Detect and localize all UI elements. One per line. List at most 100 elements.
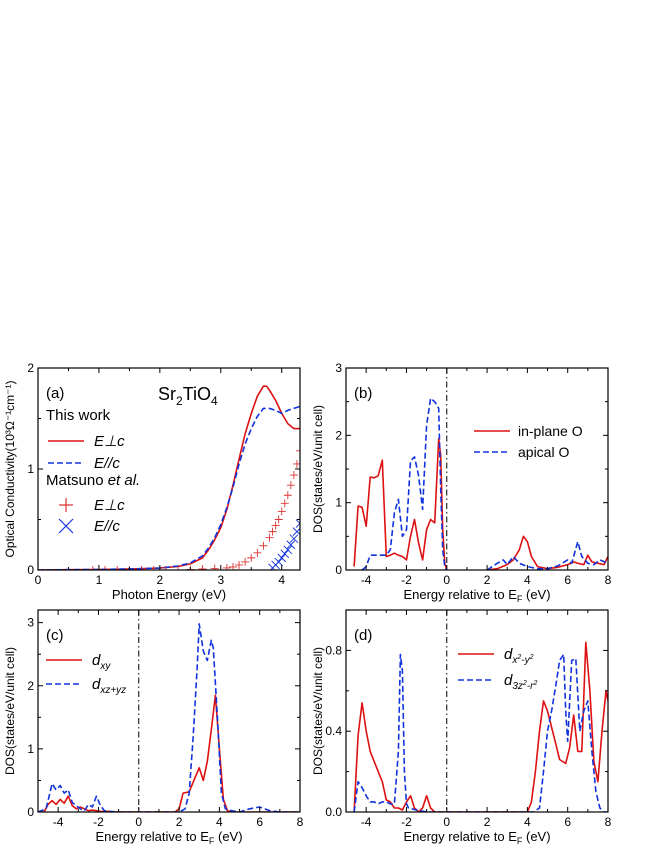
legend-group-this-work: This work — [46, 407, 111, 424]
plot-frame — [37, 609, 301, 813]
y-axis-label: DOS(states/eV/unit cell) — [3, 647, 17, 775]
legend-label-par: E//c — [94, 455, 120, 472]
series-2-point — [289, 471, 298, 480]
x-axis-label-subscript: F — [209, 836, 215, 846]
panel-c-t2g-dos: -4 -2 0 2 4 6 8 0 1 2 3 Energy relative to EF (eV) D… — [3, 609, 304, 846]
y-tick-label: 0 — [27, 563, 34, 577]
legend-group-matsuno: Matsuno et al. — [46, 472, 140, 489]
x-tick-label: -2 — [401, 815, 412, 829]
legend-sub: 3z — [512, 681, 523, 692]
compound-label: Sr2TiO4 — [158, 384, 218, 408]
x-axis-label: Photon Energy (eV) — [112, 587, 226, 602]
x-axis-label: Energy relative to EF (eV) — [95, 829, 242, 846]
y-axis-label: DOS(states/eV/unit cell) — [311, 647, 325, 775]
x-tick-label: 8 — [605, 815, 612, 829]
series-2-line — [486, 535, 608, 570]
x-tick-label: -4 — [53, 815, 64, 829]
x-tick-label: -4 — [361, 815, 372, 829]
legend-sup: 2 — [529, 654, 534, 661]
legend-sup: 2 — [522, 680, 527, 687]
x-tick-label: 2 — [484, 573, 491, 587]
x-tick-label: 2 — [157, 573, 164, 587]
legend-label-dxz-yz-subscript: xz+yz — [99, 685, 126, 696]
compound-subscript: 4 — [211, 394, 218, 408]
y-tick-label: 1 — [335, 496, 342, 510]
legend-label-dxy: dxy — [92, 652, 111, 672]
x-tick-label: 2 — [176, 815, 183, 829]
legend-label-perp-matsuno: E⊥c — [94, 497, 125, 514]
series-2-point — [210, 564, 219, 570]
series-2-point — [277, 507, 286, 516]
series-2-point — [241, 557, 250, 566]
x-axis-label: Energy relative to EF (eV) — [403, 829, 550, 846]
x-tick-label: 0 — [135, 815, 142, 829]
compound-subscript: 2 — [176, 394, 183, 408]
legend-sub: -r — [527, 681, 534, 692]
series-2-point — [265, 533, 274, 542]
y-tick-label: 0.0 — [325, 805, 342, 819]
x-tick-label: 0 — [443, 815, 450, 829]
x-tick-label: 3 — [217, 573, 224, 587]
y-tick-label: 3 — [335, 361, 342, 375]
series-0-line — [38, 694, 300, 812]
series-2-point — [296, 446, 300, 455]
series-1-line — [361, 397, 448, 570]
y-axis-label: DOS(states/eV/unit cell) — [311, 405, 325, 533]
x-axis-label-unit: (eV) — [522, 587, 550, 602]
series-3-point — [277, 553, 287, 563]
legend-label-in-plane-o: in-plane O — [518, 423, 583, 439]
series-2-point — [253, 548, 262, 557]
plot-series-group — [38, 623, 300, 812]
legend-group-matsuno-italic: et al. — [108, 472, 141, 489]
x-axis-label: Energy relative to EF (eV) — [403, 587, 550, 604]
series-2-point — [149, 566, 158, 570]
y-tick-label: 0 — [27, 805, 34, 819]
legend-label-dxy-subscript: xy — [99, 661, 111, 672]
panel-label: (b) — [354, 385, 372, 402]
y-tick-label: 0.4 — [325, 724, 342, 738]
x-tick-label: 4 — [216, 815, 223, 829]
x-tick-label: 2 — [484, 815, 491, 829]
series-2-point — [235, 560, 244, 569]
x-tick-label: 8 — [605, 573, 612, 587]
x-tick-label: 4 — [524, 815, 531, 829]
y-tick-label: 0 — [335, 563, 342, 577]
legend-label-par-matsuno: E//c — [94, 518, 120, 535]
y-tick-label: 3 — [27, 616, 34, 630]
series-2-point — [101, 566, 110, 570]
series-1-line — [38, 623, 300, 812]
x-axis-label-unit: (eV) — [522, 829, 550, 844]
plot-frame — [345, 609, 609, 813]
y-tick-label: 2 — [27, 679, 34, 693]
series-3-point — [280, 549, 290, 559]
series-2-point — [161, 566, 170, 570]
series-2-point — [113, 566, 122, 570]
legend-label-apical-o: apical O — [518, 444, 569, 460]
panel-label: (a) — [46, 385, 64, 402]
series-0-line — [353, 437, 448, 570]
x-tick-label: 6 — [256, 815, 263, 829]
series-2-point — [280, 499, 289, 508]
plot-series-group — [353, 641, 608, 812]
series-2-point — [222, 563, 231, 570]
panel-label: (d) — [354, 627, 372, 644]
series-3-point — [289, 534, 299, 544]
legend-label-dx2-y2: dx2-y2 — [504, 646, 534, 666]
x-tick-label: 4 — [278, 573, 285, 587]
panel-label: (c) — [46, 627, 64, 644]
legend-sup: 2 — [532, 680, 537, 687]
legend-label-d3z2-r2: d3z2-r2 — [504, 672, 537, 692]
x-axis-label-unit: (eV) — [214, 829, 242, 844]
series-3-point — [274, 557, 283, 567]
y-axis-label: Optical Conductivity(10³Ω⁻¹cm⁻¹) — [3, 380, 17, 557]
legend-label-base: d — [504, 672, 513, 689]
legend-label-dxz-yz: dxz+yz — [92, 676, 126, 696]
series-2-point — [259, 541, 268, 550]
series-2-point — [137, 566, 146, 570]
plot-series-group — [353, 397, 608, 570]
x-tick-label: 0 — [35, 573, 42, 587]
legend-marker-cross — [58, 518, 74, 534]
legend-sub: x — [511, 655, 518, 666]
y-tick-label: 1 — [27, 462, 34, 476]
